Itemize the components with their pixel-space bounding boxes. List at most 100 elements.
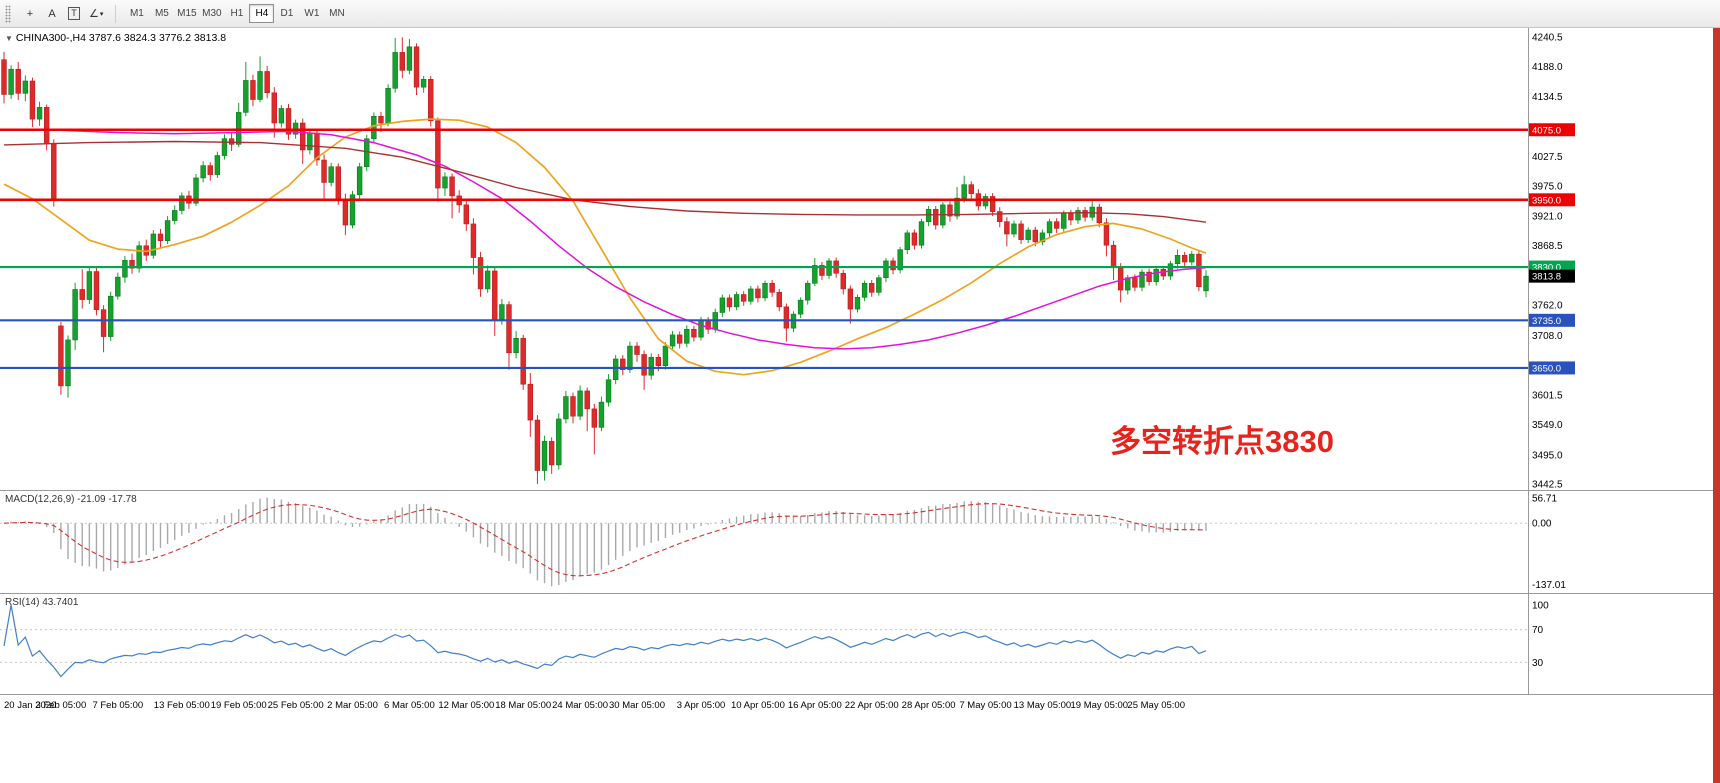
- candle-body: [698, 320, 704, 338]
- shapes-tool-button[interactable]: ∠ ▾: [85, 4, 107, 24]
- candle-body: [961, 184, 967, 199]
- candle-body: [648, 356, 654, 376]
- time-axis-label: 2 Mar 05:00: [327, 700, 378, 711]
- timeframe-button-w1[interactable]: W1: [304, 8, 320, 19]
- candle-body: [1096, 206, 1103, 224]
- candle-body: [876, 277, 882, 293]
- shapes-tool-icon: ∠: [89, 8, 99, 20]
- timeframe-button-h1[interactable]: H1: [230, 8, 244, 19]
- candle-body: [257, 71, 263, 100]
- timeframe-button-mn[interactable]: MN: [329, 8, 345, 19]
- rsi-indicator-label: RSI(14) 43.7401: [5, 597, 78, 608]
- candle-body: [150, 233, 157, 256]
- candle-body: [435, 120, 441, 189]
- price-axis-label: 3868.5: [1532, 241, 1563, 252]
- candle-body: [847, 288, 854, 310]
- candle-body: [591, 408, 598, 428]
- candle-body: [1167, 263, 1174, 277]
- candle-body: [641, 354, 647, 376]
- chart-ohlc-values: 3787.6 3824.3 3776.2 3813.8: [88, 32, 227, 44]
- timeframe-button-h4[interactable]: H4: [249, 4, 275, 23]
- timeframe-button-m15[interactable]: M15: [177, 8, 197, 19]
- right-edge-strip: [1713, 28, 1720, 783]
- candle-body: [1, 59, 7, 95]
- candle-body: [513, 337, 519, 354]
- candle-body: [484, 270, 491, 290]
- timeframe-button-d1[interactable]: D1: [280, 8, 294, 19]
- price-badge-label: 3950.0: [1532, 195, 1561, 206]
- candle-body: [506, 304, 512, 354]
- candle-body: [349, 194, 356, 226]
- price-badge: [1529, 123, 1575, 137]
- candle-body: [321, 159, 327, 183]
- candle-body: [918, 221, 925, 246]
- price-badge-label: 3735.0: [1532, 316, 1561, 327]
- candle-body: [221, 138, 228, 156]
- candle-body: [776, 291, 782, 308]
- time-axis-label: 25 May 05:00: [1127, 700, 1185, 711]
- candle-body: [1196, 253, 1202, 287]
- toolbar-separator: [115, 4, 117, 23]
- timeframe-button-m1[interactable]: M1: [129, 8, 144, 19]
- price-badge-label: 3650.0: [1532, 363, 1561, 374]
- timeframe-button-m30[interactable]: M30: [202, 8, 222, 19]
- macd-axis-label: 0.00: [1532, 519, 1552, 530]
- candle-body: [413, 46, 420, 88]
- price-axis-label: 3549.0: [1532, 420, 1563, 431]
- candle-body: [29, 80, 36, 120]
- candle-body: [1068, 212, 1074, 221]
- time-axis-label: 6 Mar 05:00: [384, 700, 435, 711]
- time-axis-label: 24 Mar 05:00: [552, 700, 608, 711]
- candle-body: [392, 52, 398, 89]
- rsi-line: [3, 604, 1207, 678]
- candle-body: [563, 396, 569, 420]
- candle-body: [58, 325, 64, 387]
- candle-body: [285, 108, 292, 135]
- candle-body: [527, 383, 534, 421]
- candle-body: [719, 297, 726, 313]
- candle-body: [655, 356, 662, 367]
- timeframe-button-m5[interactable]: M5: [154, 8, 169, 19]
- crosshair-tool-button[interactable]: +: [19, 4, 41, 24]
- price-axis-label: 3442.5: [1532, 480, 1563, 491]
- time-axis-label: 22 Apr 05:00: [845, 700, 899, 711]
- chevron-down-icon[interactable]: ▾: [99, 10, 104, 18]
- candle-body: [264, 71, 270, 94]
- time-axis-label: 13 May 05:00: [1014, 700, 1072, 711]
- candle-body: [51, 143, 57, 199]
- candle-body: [819, 265, 825, 276]
- toolbar-timeframes: M1 M5 M15 M30 H1 H4 D1 W1 MN: [124, 4, 349, 23]
- candle-body: [982, 196, 989, 207]
- candle-body: [335, 166, 341, 200]
- toolbar-grip-icon[interactable]: [5, 4, 11, 23]
- candle-body: [307, 132, 313, 151]
- text-label-tool-button[interactable]: A: [41, 4, 63, 24]
- price-axis-label: 3975.0: [1532, 181, 1563, 192]
- candle-body: [997, 211, 1003, 222]
- candle-body: [1046, 221, 1053, 234]
- candle-body: [904, 232, 910, 250]
- candle-body: [271, 92, 277, 124]
- candle-body: [755, 288, 761, 299]
- candle-body: [236, 112, 242, 145]
- candle-body: [1110, 244, 1117, 268]
- candle-body: [1146, 271, 1152, 282]
- time-axis-label: 3 Feb 05:00: [36, 700, 87, 711]
- text-tool-button[interactable]: T: [63, 4, 85, 24]
- candle-body: [1174, 254, 1181, 265]
- macd-name: MACD(12,26,9): [5, 494, 75, 505]
- candle-body: [364, 138, 370, 168]
- candle-body: [385, 87, 391, 124]
- candle-body: [449, 176, 455, 197]
- candle-body: [492, 270, 498, 320]
- chart-annotation-text[interactable]: 多空转折点3830: [1110, 424, 1334, 459]
- price-axis-label: 4188.0: [1532, 62, 1563, 73]
- macd-values: -21.09 -17.78: [77, 494, 137, 505]
- ma-line-magenta: [3, 128, 1207, 350]
- candle-body: [1082, 210, 1088, 218]
- candle-body: [726, 297, 733, 308]
- candle-body: [1032, 229, 1039, 243]
- toolbar-tools: + A T ∠ ▾: [19, 4, 107, 24]
- candle-body: [1018, 223, 1024, 240]
